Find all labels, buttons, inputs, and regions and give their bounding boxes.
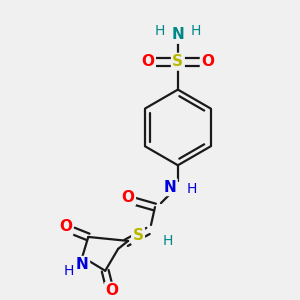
Text: S: S: [133, 228, 144, 243]
Text: N: N: [172, 27, 184, 42]
Text: S: S: [172, 54, 183, 69]
Text: O: O: [59, 220, 72, 235]
Text: H: H: [63, 264, 74, 278]
Text: H: H: [187, 182, 197, 196]
Text: N: N: [76, 257, 89, 272]
Text: N: N: [164, 180, 176, 195]
Text: H: H: [190, 24, 201, 38]
Text: O: O: [142, 54, 154, 69]
Text: O: O: [201, 54, 214, 69]
Text: H: H: [163, 234, 173, 248]
Text: H: H: [155, 24, 165, 38]
Text: O: O: [122, 190, 135, 205]
Text: O: O: [106, 283, 119, 298]
